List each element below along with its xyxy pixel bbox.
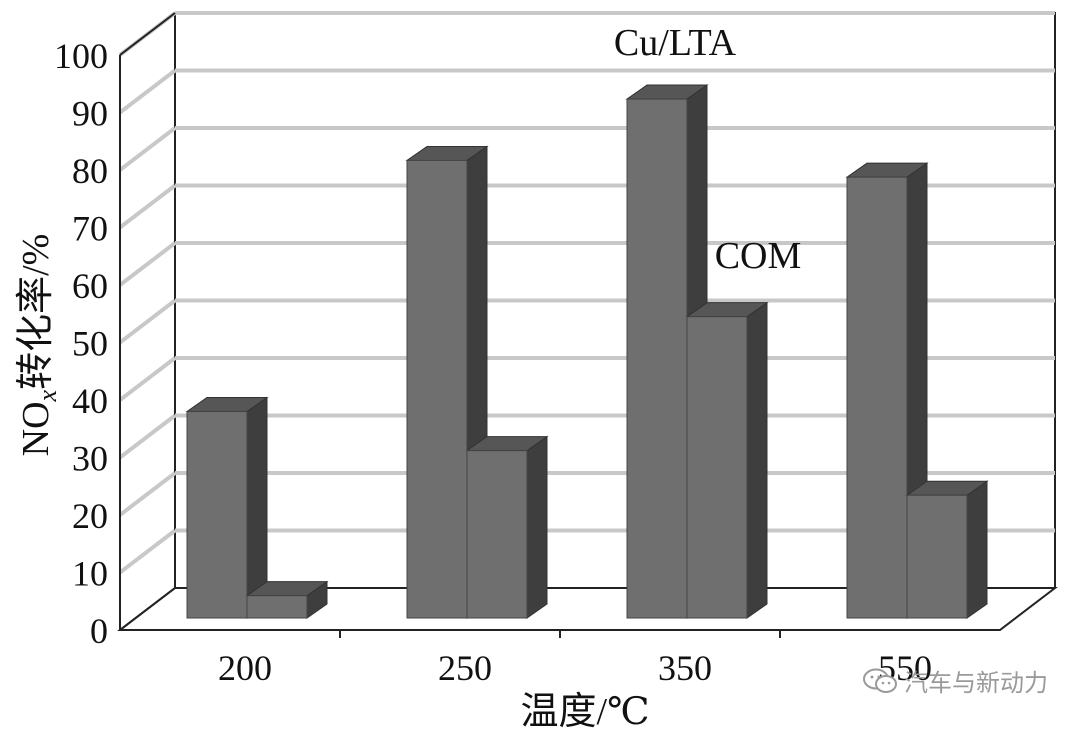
watermark-text: 汽车与新动力	[904, 669, 1048, 697]
bar-front	[466, 450, 528, 619]
y-axis-label: NOx转化率/%	[15, 234, 62, 457]
gridline-side	[118, 413, 177, 460]
bar-front	[686, 316, 748, 619]
y-tick-label: 30	[72, 439, 108, 479]
y-tick-label: 90	[72, 94, 108, 134]
series-label-cu-lta: Cu/LTA	[614, 22, 737, 64]
y-tick-label: 0	[90, 611, 108, 651]
bar	[905, 480, 989, 619]
y-axis-label-rest: 转化率/%	[15, 234, 57, 390]
x-tick-label: 200	[218, 648, 272, 688]
watermark: 汽车与新动力	[862, 663, 1048, 698]
gridline-side	[118, 356, 177, 402]
bar-side	[966, 480, 988, 619]
bar	[685, 301, 769, 619]
gridline-side	[118, 528, 177, 575]
gridline-side	[118, 68, 177, 115]
wechat-icon	[863, 668, 897, 693]
gridline-side	[118, 471, 177, 517]
y-axis-top-edge	[119, 12, 176, 56]
y-tick-label: 80	[72, 151, 108, 191]
bar-front	[406, 159, 468, 619]
y-tick-label: 20	[72, 496, 108, 536]
y-tick-label: 40	[72, 381, 108, 421]
axis-layer	[119, 12, 781, 638]
bar	[185, 396, 269, 619]
y-axis-label-subscript: x	[33, 389, 62, 402]
bar	[245, 580, 329, 619]
series-label-com: COM	[715, 235, 802, 277]
bar-front	[626, 98, 688, 619]
x-tick-label: 250	[438, 648, 492, 688]
bar-side	[746, 301, 768, 619]
gridline-side	[118, 298, 177, 345]
bar-front	[246, 595, 308, 619]
y-tick-label: 70	[72, 209, 108, 249]
gridline-side	[118, 126, 177, 172]
y-axis-label-main: NO	[15, 401, 57, 456]
x-axis-label: 温度/℃	[520, 691, 649, 733]
x-tick-label: 350	[658, 648, 712, 688]
gridline-side	[118, 183, 177, 230]
floor	[117, 587, 1058, 631]
y-tick-label: 10	[72, 554, 108, 594]
bar	[465, 435, 549, 619]
y-tick-label: 50	[72, 324, 108, 364]
y-tick-label: 60	[72, 266, 108, 306]
gridline-side	[118, 241, 177, 287]
bar-side	[526, 435, 548, 619]
bar-front	[846, 176, 908, 619]
bar-front	[906, 494, 968, 619]
y-tick-label: 100	[54, 36, 108, 76]
bar	[405, 145, 489, 619]
bar-layer	[185, 84, 989, 619]
bar-front	[186, 411, 248, 619]
